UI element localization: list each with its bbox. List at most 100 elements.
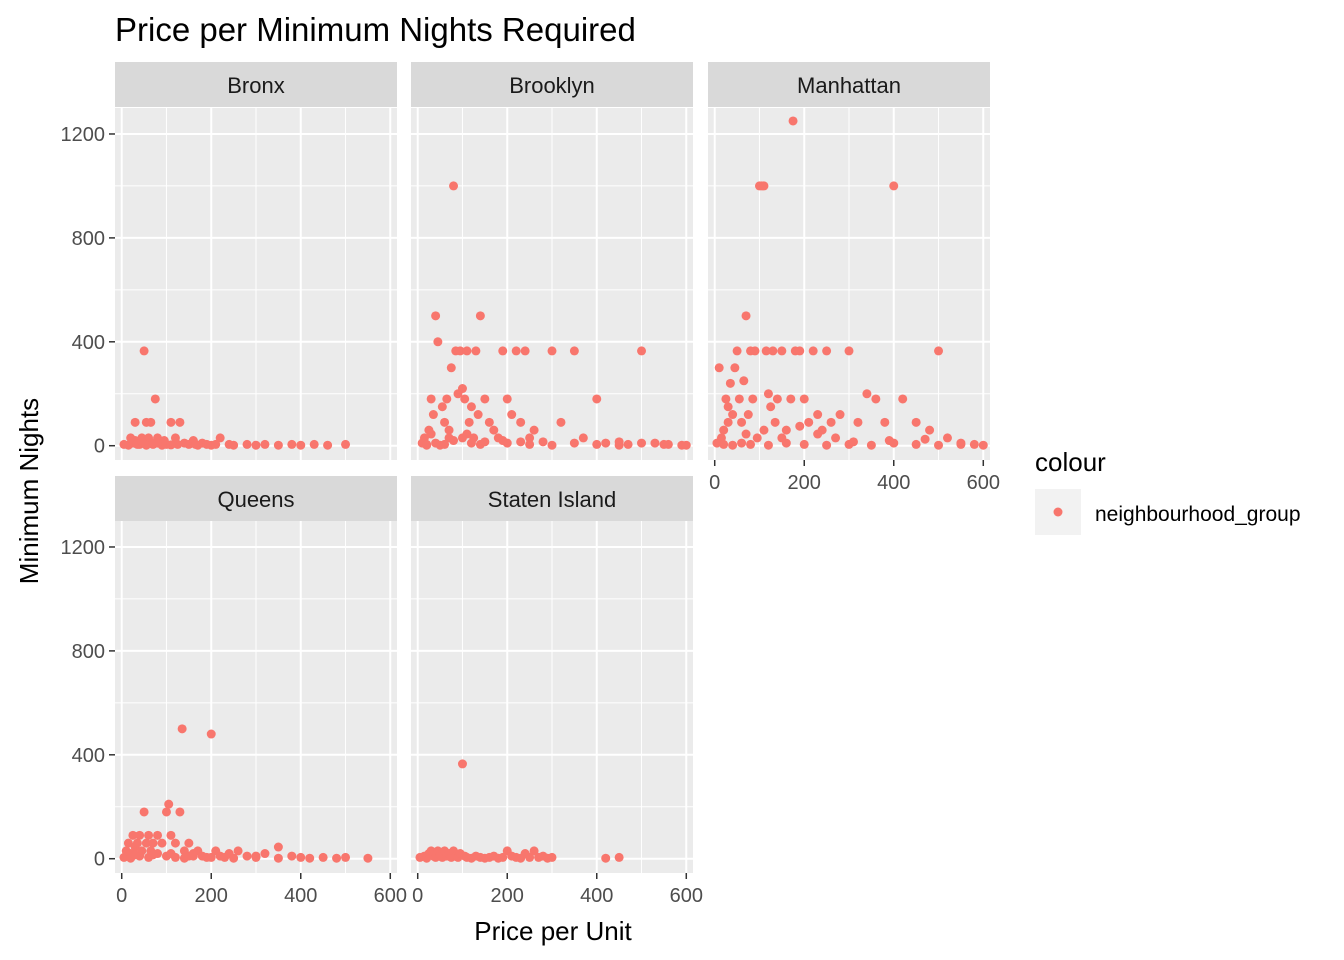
x-tick-label: 200 <box>195 885 228 907</box>
data-point <box>529 425 539 435</box>
data-point <box>126 433 136 443</box>
data-point <box>516 417 526 427</box>
data-point <box>437 402 447 412</box>
y-tick-label: 400 <box>72 332 105 354</box>
data-point <box>777 346 787 356</box>
data-point <box>525 852 535 862</box>
panel-staten-island: Staten Island <box>411 476 693 873</box>
data-point <box>763 389 773 399</box>
data-point <box>880 417 890 427</box>
data-point <box>287 851 297 861</box>
data-point <box>507 410 517 420</box>
data-point <box>148 838 158 848</box>
data-point <box>153 438 163 448</box>
data-point <box>737 438 747 448</box>
data-point <box>804 417 814 427</box>
data-point <box>166 849 176 859</box>
strip-label-manhattan: Manhattan <box>797 73 901 98</box>
data-point <box>341 852 351 862</box>
data-point <box>725 378 735 388</box>
strip-bronx <box>115 62 397 107</box>
data-point <box>177 724 187 734</box>
data-point <box>556 417 566 427</box>
data-point <box>538 437 548 447</box>
data-point <box>135 830 145 840</box>
data-point <box>759 181 769 191</box>
data-point <box>898 394 908 404</box>
data-point <box>799 439 809 449</box>
data-point <box>750 346 760 356</box>
legend: colour neighbourhood_group <box>1035 447 1301 535</box>
data-point <box>752 433 762 443</box>
panel-queens: Queens 0 400 800 1200 <box>61 476 397 873</box>
data-point <box>763 440 773 450</box>
data-point <box>529 846 539 856</box>
data-point <box>743 410 753 420</box>
data-point <box>449 181 459 191</box>
data-point <box>146 417 156 427</box>
data-point <box>206 852 216 862</box>
data-point <box>215 433 225 443</box>
data-point <box>242 439 252 449</box>
data-point <box>547 440 557 450</box>
data-point <box>719 439 729 449</box>
data-point <box>911 439 921 449</box>
strip-label-queens: Queens <box>217 487 294 512</box>
data-point <box>781 425 791 435</box>
data-point <box>862 389 872 399</box>
data-point <box>614 852 624 862</box>
data-point <box>813 429 823 439</box>
data-point <box>318 852 328 862</box>
data-point <box>128 830 138 840</box>
legend-title: colour <box>1035 447 1106 477</box>
data-point <box>578 433 588 443</box>
data-point <box>808 346 818 356</box>
data-point <box>884 436 894 446</box>
x-tick-label: 200 <box>491 885 524 907</box>
y-tick-label: 0 <box>94 849 105 871</box>
y-axis-title: Minimum Nights <box>14 398 44 584</box>
data-point <box>464 417 474 427</box>
data-point <box>161 807 171 817</box>
data-point <box>141 838 151 848</box>
data-point <box>822 346 832 356</box>
panel-bronx: Bronx 0 400 800 1200 <box>61 62 397 460</box>
data-point <box>251 440 261 450</box>
data-point <box>462 429 472 439</box>
data-point <box>719 425 729 435</box>
data-point <box>569 346 579 356</box>
data-point <box>969 439 979 449</box>
data-point <box>822 440 832 450</box>
data-point <box>866 440 876 450</box>
data-point <box>206 729 216 739</box>
data-point <box>150 394 160 404</box>
data-point <box>786 394 796 404</box>
y-tick-label: 0 <box>94 436 105 458</box>
data-point <box>777 433 787 443</box>
strip-staten-island <box>411 476 693 521</box>
data-point <box>942 433 952 443</box>
data-point <box>260 439 270 449</box>
data-point <box>489 425 499 435</box>
data-point <box>426 394 436 404</box>
data-point <box>426 429 436 439</box>
data-point <box>175 807 185 817</box>
panel-manhattan: Manhattan <box>708 62 990 460</box>
data-point <box>323 440 333 450</box>
data-point <box>934 440 944 450</box>
data-point <box>444 425 454 435</box>
data-point <box>871 394 881 404</box>
data-point <box>759 425 769 435</box>
panel-brooklyn: Brooklyn <box>411 62 693 460</box>
data-point <box>442 394 452 404</box>
data-point <box>449 436 459 446</box>
data-point <box>835 410 845 420</box>
data-point <box>795 346 805 356</box>
legend-key-point <box>1053 507 1063 517</box>
data-point <box>139 807 149 817</box>
data-point <box>273 440 283 450</box>
data-point <box>741 311 751 321</box>
data-point <box>260 849 270 859</box>
data-point <box>772 394 782 404</box>
